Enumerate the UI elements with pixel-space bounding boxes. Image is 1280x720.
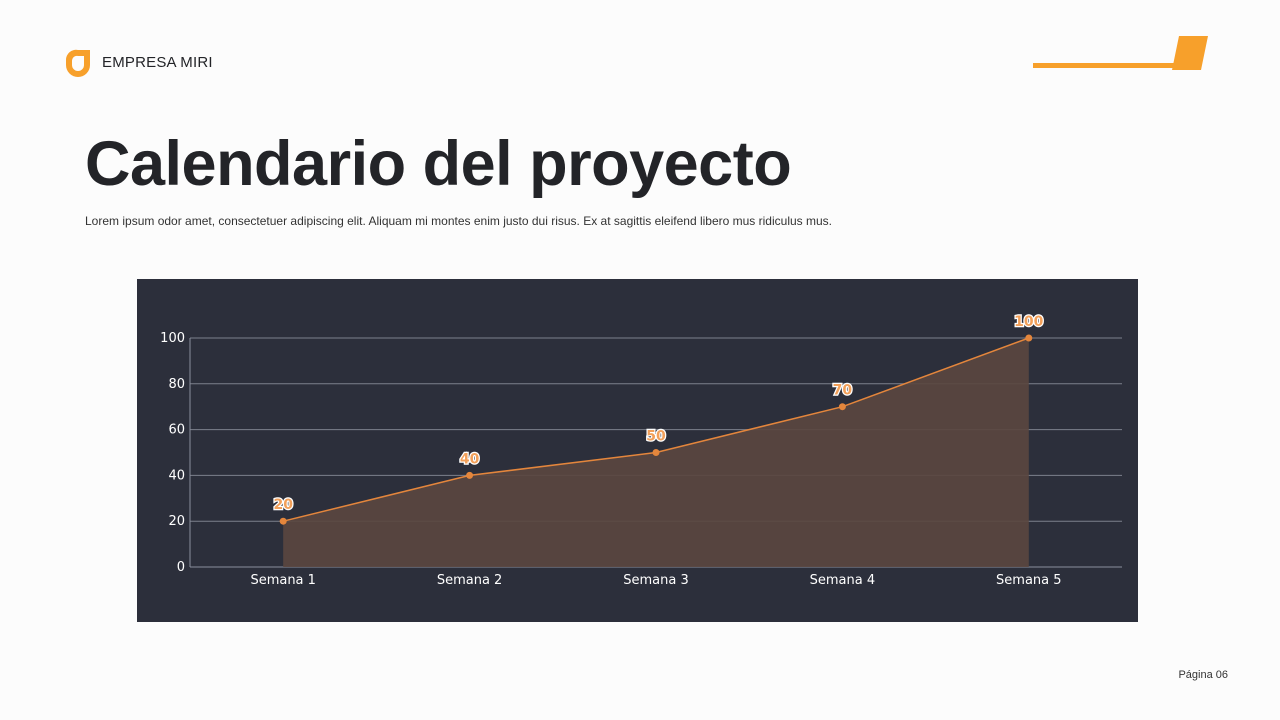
page-subtitle: Lorem ipsum odor amet, consectetuer adip… [85,214,832,228]
area-chart: 0 20 40 60 80 100 20 40 50 70 100 Semana 1 Semana 2 S… [160,313,1122,588]
data-label: 40 [460,451,480,467]
x-tick-label: Semana 5 [996,573,1062,588]
x-tick-label: Semana 4 [810,573,876,588]
y-tick-label: 0 [177,560,185,575]
y-tick-label: 60 [168,423,185,438]
data-label: 70 [833,383,853,399]
x-tick-label: Semana 1 [250,573,316,588]
chart-panel: 0 20 40 60 80 100 20 40 50 70 100 Semana 1 Semana 2 S… [137,279,1138,622]
y-tick-label: 100 [160,331,185,346]
page-number: Página 06 [1178,669,1228,681]
x-tick-label: Semana 3 [623,573,689,588]
data-label: 20 [273,497,293,513]
page-title: Calendario del proyecto [85,129,792,199]
y-tick-label: 40 [168,468,185,483]
data-label: 100 [1014,314,1043,330]
brand: EMPRESA MIRI [64,47,213,77]
x-tick-label: Semana 2 [437,573,503,588]
data-label: 50 [646,429,666,445]
data-point [466,471,474,479]
y-tick-label: 20 [168,514,185,529]
decorative-accent-bar [1033,36,1208,70]
data-point [652,449,660,456]
brand-name: EMPRESA MIRI [102,53,213,71]
data-point [838,403,846,411]
data-point [1025,334,1033,342]
y-tick-label: 80 [168,377,185,392]
data-point [279,517,287,525]
brand-logo-icon [65,49,90,77]
